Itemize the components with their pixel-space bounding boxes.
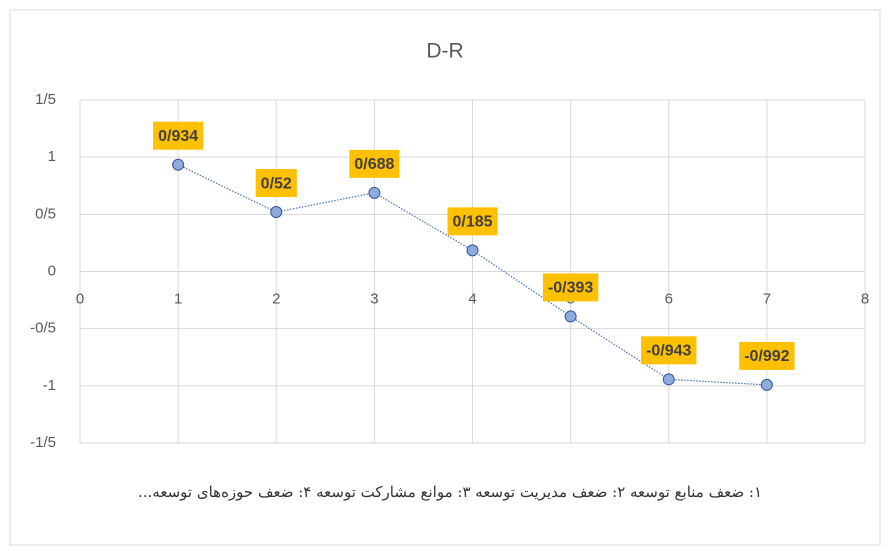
point: [173, 159, 184, 170]
data-label: 0/185: [452, 214, 492, 231]
point: [467, 245, 478, 256]
point: [565, 311, 576, 322]
chart: D-R -1/5-1-0/500/511/50123456780/9340/52…: [0, 0, 890, 551]
caption: ۱: ضعف منابع توسعه ۲: ضعف مدیریت توسعه ۳…: [130, 478, 770, 506]
data-label: 0/934: [158, 128, 198, 145]
y-tick-label: 1: [48, 148, 56, 165]
y-tick-label: 0: [48, 262, 56, 279]
point: [761, 379, 772, 390]
chart-border: [10, 10, 880, 545]
y-tick-label: -0/5: [30, 320, 56, 337]
x-tick-label: 7: [763, 290, 771, 307]
x-tick-label: 1: [174, 290, 182, 307]
data-label: 0/52: [261, 175, 292, 192]
y-tick-label: -1/5: [30, 434, 56, 451]
point: [271, 207, 282, 218]
x-tick-label: 2: [272, 290, 280, 307]
x-tick-label: 3: [370, 290, 378, 307]
point: [663, 374, 674, 385]
point: [369, 187, 380, 198]
data-label: -0/393: [548, 280, 593, 297]
data-label: 0/688: [354, 156, 394, 173]
data-label: -0/943: [646, 343, 691, 360]
chart-title: D-R: [426, 40, 463, 63]
data-label: -0/992: [744, 348, 789, 365]
y-tick-label: 0/5: [35, 205, 56, 222]
x-tick-label: 8: [861, 290, 869, 307]
x-tick-label: 4: [468, 290, 476, 307]
x-tick-label: 6: [665, 290, 673, 307]
x-tick-label: 0: [76, 290, 84, 307]
page: D-R -1/5-1-0/500/511/50123456780/9340/52…: [0, 0, 890, 551]
y-tick-label: 1/5: [35, 91, 56, 108]
y-tick-label: -1: [43, 377, 56, 394]
